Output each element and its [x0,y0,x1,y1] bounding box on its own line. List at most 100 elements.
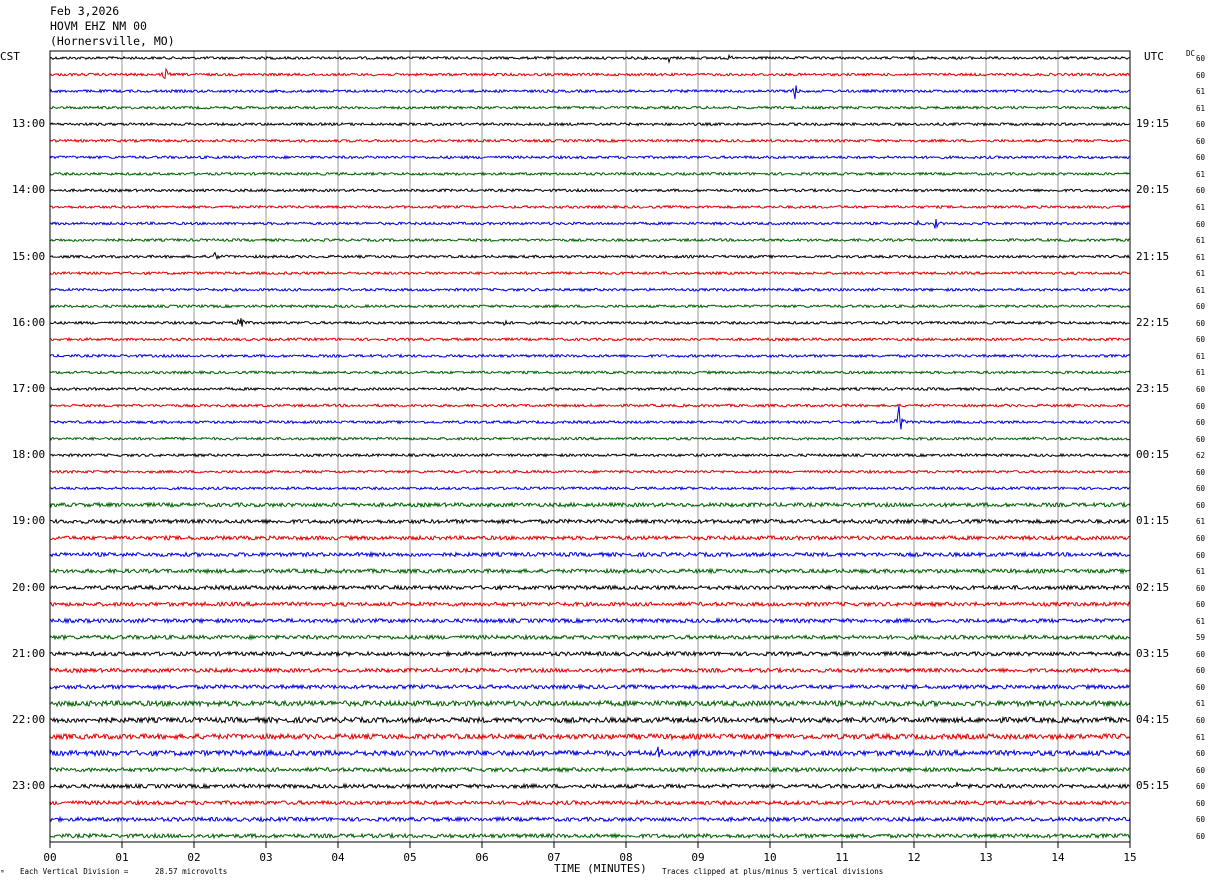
left-hour-label: 13:00 [12,117,46,131]
dc-offset-value: 60 [1196,385,1206,394]
trace-row-8 [49,187,1131,193]
x-tick-label: 07 [547,851,560,864]
trace-row-11 [49,237,1131,243]
footer-mark: ᵐ [0,868,5,877]
dc-offset-value: 61 [1196,103,1206,113]
x-axis-label: TIME (MINUTES) [554,862,647,875]
x-tick-label: 09 [691,851,704,864]
trace-row-19 [49,369,1131,376]
dc-offset-value: 60 [1196,533,1206,543]
trace-row-45 [49,798,1131,807]
dc-offset-value: 60 [1196,798,1206,808]
dc-offset-value: 60 [1196,186,1206,196]
dc-offset-value: 61 [1196,87,1206,97]
dc-offset-value: 61 [1196,616,1206,626]
dc-offset-value: 61 [1196,699,1206,709]
trace-row-27 [49,500,1131,509]
grid-lines [121,51,1059,842]
dc-offset-value: 60 [1196,302,1206,312]
dc-offset-value: 60 [1196,335,1206,345]
x-tick-label: 05 [403,851,416,864]
dc-offset-value: 59 [1196,633,1206,643]
footer-clip-note: Traces clipped at plus/minus 5 vertical … [662,867,884,876]
trace-row-2 [49,85,1131,99]
right-hour-label: 20:15 [1136,183,1170,197]
trace-row-33 [49,600,1131,608]
left-hour-label: 16:00 [12,315,46,329]
dc-offset-value: 60 [1196,583,1206,593]
x-tick-label: 15 [1123,851,1136,864]
left-hour-label: 19:00 [12,514,46,528]
trace-row-4 [49,121,1131,127]
dc-offset-value: 60 [1196,219,1206,229]
dc-offset-value: 61 [1196,252,1206,262]
right-hour-label: 02:15 [1136,580,1170,594]
dc-offset-value: 60 [1196,153,1206,163]
trace-row-29 [49,534,1131,542]
dc-offset-value: 60 [1196,765,1206,775]
trace-row-17 [49,336,1131,342]
dc-offset-value: 61 [1196,517,1206,527]
dc-offset-value: 60 [1196,120,1206,130]
right-hour-label: 05:15 [1136,779,1170,793]
dc-offset-value: 61 [1196,169,1206,179]
right-timezone: UTC [1144,50,1164,63]
x-tick-label: 02 [187,851,200,864]
dc-offset-value: 60 [1196,815,1206,825]
trace-row-24 [49,452,1131,458]
trace-row-9 [49,204,1131,210]
trace-row-38 [49,683,1131,691]
dc-label: DC [1186,49,1196,58]
trace-row-22 [49,405,1131,430]
dc-offset-value: 60 [1196,54,1206,63]
dc-offset-value: 60 [1196,831,1206,841]
footer-scale-value: 28.57 microvolts [155,867,228,876]
right-hour-label: 00:15 [1136,448,1170,462]
trace-row-13 [49,270,1131,276]
x-tick-label: 06 [475,851,488,864]
dc-offset-value: 60 [1196,136,1206,146]
left-hour-label: 21:00 [12,646,46,660]
x-tick-label: 10 [763,851,776,864]
trace-row-23 [49,436,1131,442]
trace-row-47 [49,831,1131,840]
x-axis-ticks: 00 01 02 03 04 05 06 07 08 09 10 11 12 13 14 15 [43,842,1137,864]
header-station: HOVM EHZ NM 00 [50,19,147,33]
right-hour-label: 19:15 [1136,117,1170,131]
dc-offset-value: 60 [1196,666,1206,676]
header-date: Feb 3,2026 [50,4,120,18]
trace-row-26 [50,485,1131,491]
left-hour-label: 23:00 [12,779,46,793]
x-tick-label: 01 [115,851,128,864]
dc-offset-value: 60 [1196,716,1206,725]
trace-row-39 [49,699,1131,708]
x-tick-label: 04 [331,851,345,864]
dc-offset-value: 60 [1196,467,1206,477]
header-location: (Hornersville, MO) [50,34,175,48]
seismic-traces [49,53,1131,840]
dc-offset-value: 60 [1196,484,1206,494]
trace-row-20 [50,386,1131,392]
right-hour-label: 23:15 [1136,382,1170,395]
trace-row-7 [49,171,1130,177]
right-hour-label: 01:15 [1136,514,1170,528]
trace-row-3 [50,105,1131,111]
dc-offset-value: 61 [1196,351,1206,361]
trace-row-44 [49,782,1131,790]
left-hour-label: 15:00 [12,249,46,263]
x-tick-label: 00 [43,851,56,864]
x-tick-label: 08 [619,851,632,864]
trace-row-6 [49,154,1131,160]
x-tick-label: 12 [907,851,920,864]
trace-row-21 [49,403,1131,409]
x-tick-label: 13 [979,851,992,864]
trace-row-15 [49,303,1131,309]
trace-row-43 [49,766,1131,774]
trace-row-37 [49,666,1131,675]
dc-offset-value: 60 [1196,318,1206,328]
left-hour-label: 20:00 [12,580,46,594]
trace-row-35 [49,633,1131,641]
trace-row-30 [49,550,1131,559]
dc-offset-value: 61 [1196,567,1206,577]
